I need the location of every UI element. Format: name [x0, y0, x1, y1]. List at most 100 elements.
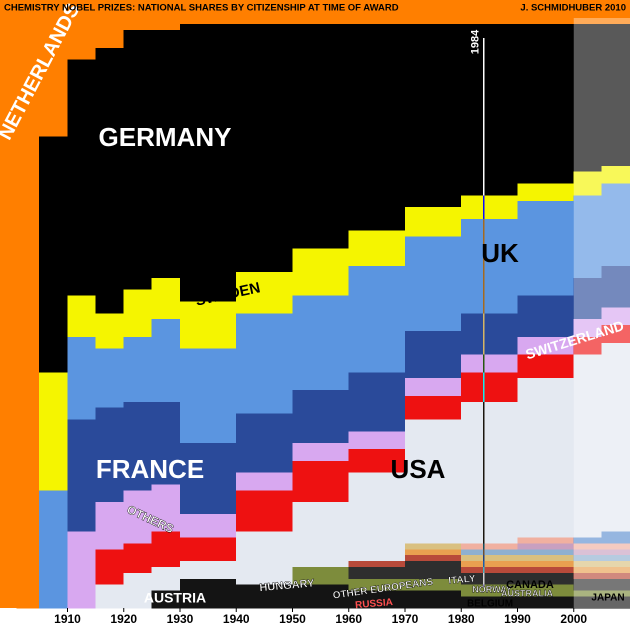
bar	[292, 23, 349, 249]
bar	[517, 182, 574, 202]
bar	[39, 371, 68, 491]
bar	[404, 377, 462, 396]
x-tick-label: 1910	[54, 612, 81, 626]
series-label: BELGIUM	[467, 599, 513, 610]
title-band	[0, 0, 630, 18]
x-tick-label: 1960	[335, 612, 362, 626]
series-label: UK	[481, 238, 519, 268]
bar	[461, 194, 518, 219]
series-label: ITALY	[448, 573, 476, 586]
bar	[601, 265, 630, 308]
bar	[348, 566, 406, 579]
bar	[179, 300, 237, 349]
series-label: FRANCE	[96, 454, 204, 484]
bar	[123, 401, 153, 491]
bar	[67, 59, 96, 296]
bar	[348, 23, 406, 231]
bar	[179, 536, 237, 562]
bar	[461, 218, 518, 314]
bar	[236, 312, 293, 414]
bar	[179, 578, 237, 609]
bar	[236, 413, 293, 473]
series-label: JAPAN	[591, 593, 624, 604]
overlay: 1984	[470, 18, 630, 608]
bar	[601, 182, 630, 267]
bar	[179, 348, 237, 444]
bar	[151, 277, 181, 320]
bar	[404, 590, 462, 609]
bar	[123, 29, 153, 290]
bar	[517, 536, 574, 544]
bar	[95, 548, 124, 585]
bar	[151, 17, 181, 31]
bar	[179, 442, 237, 514]
bar	[179, 513, 237, 538]
bar	[348, 230, 406, 267]
series-label: GERMANY	[99, 122, 232, 152]
series-label: HUNGARY	[259, 577, 316, 594]
bar	[404, 236, 462, 331]
bar	[404, 548, 462, 556]
bar	[517, 17, 574, 25]
shaded-region	[573, 18, 630, 608]
bar	[601, 23, 630, 166]
bar	[95, 47, 124, 314]
bar	[461, 566, 518, 573]
series-label: RUSSIA	[355, 597, 394, 611]
bar	[404, 542, 462, 550]
bar	[292, 247, 349, 296]
series-label: AUSTRALIA	[501, 588, 553, 598]
bar	[151, 29, 181, 278]
bar	[67, 336, 96, 420]
x-tick-label: 1970	[392, 612, 419, 626]
bar	[236, 531, 293, 585]
bar	[461, 554, 518, 562]
bar	[39, 489, 68, 609]
bar	[292, 295, 349, 390]
series-label: AUSTRIA	[144, 590, 206, 606]
bar	[179, 23, 237, 302]
bar	[151, 318, 181, 402]
bar	[573, 277, 603, 320]
bar	[292, 460, 349, 503]
bar	[179, 17, 237, 25]
x-tick-label: 1990	[504, 612, 531, 626]
bar	[404, 554, 462, 562]
bar	[517, 566, 574, 573]
bar	[95, 584, 124, 609]
bar	[39, 135, 68, 373]
bar	[236, 23, 293, 272]
bar	[236, 489, 293, 532]
bar	[236, 17, 293, 25]
bar	[517, 377, 574, 538]
series-label: NORWAY	[472, 584, 512, 594]
bar	[461, 560, 518, 567]
chart-title: CHEMISTRY NOBEL PRIZES: NATIONAL SHARES …	[4, 3, 399, 14]
bar	[461, 542, 518, 550]
bar	[348, 560, 406, 567]
bar	[517, 295, 574, 337]
bar	[404, 330, 462, 379]
annotation-label: 1984	[470, 29, 482, 54]
bar	[123, 17, 153, 31]
bar	[517, 548, 574, 556]
bar	[123, 289, 153, 337]
chart-subtitle: J. SCHMIDHUBER 2010	[520, 3, 626, 14]
x-tick-label: 1980	[448, 612, 475, 626]
bar	[601, 17, 630, 25]
bar	[95, 17, 124, 48]
x-tick-label: 1930	[167, 612, 194, 626]
bar	[461, 354, 518, 373]
x-tick-label: 2000	[560, 612, 587, 626]
bar	[292, 389, 349, 444]
bar	[404, 395, 462, 420]
x-tick-label: 1940	[223, 612, 250, 626]
bar	[461, 23, 518, 196]
bar	[348, 371, 406, 432]
bar	[95, 407, 124, 503]
bar	[517, 542, 574, 550]
bar	[179, 560, 237, 579]
bar	[517, 554, 574, 562]
bar	[95, 501, 124, 550]
